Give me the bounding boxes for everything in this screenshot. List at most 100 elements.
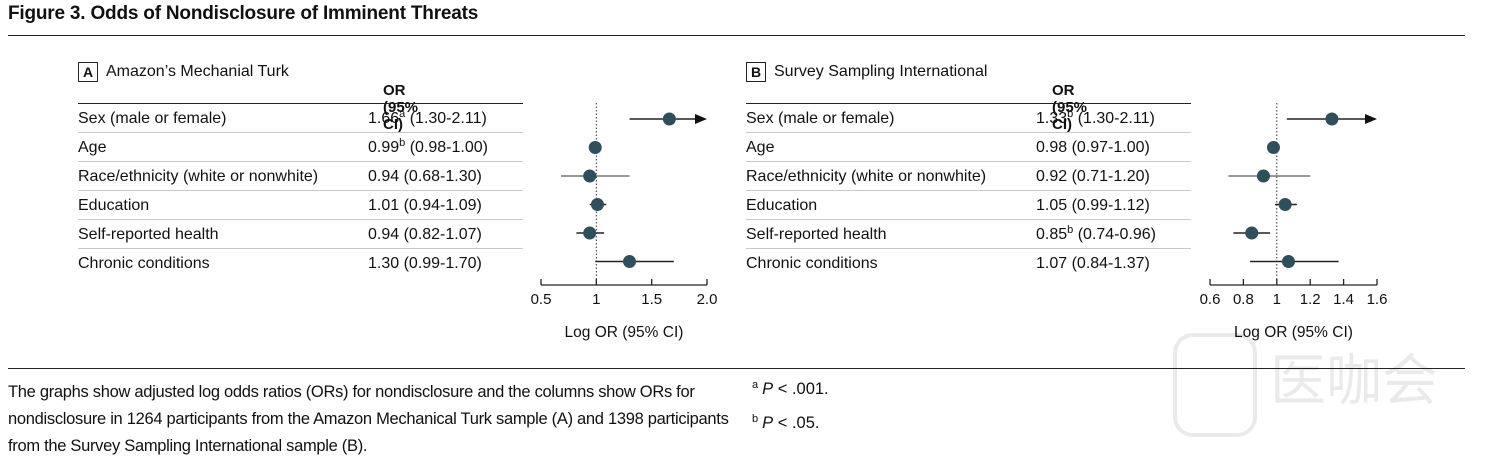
or-value: 0.85b (0.74-0.96) (1036, 220, 1156, 248)
or-point (1281, 255, 1295, 268)
or-estimate: 1.66 (368, 110, 400, 127)
or-value: 1.01 (0.94-1.09) (368, 191, 482, 219)
significance-mark: b (1067, 108, 1074, 120)
or-estimate: 0.94 (368, 226, 400, 243)
confidence-interval: (0.68-1.30) (399, 168, 482, 185)
confidence-interval: (0.74-0.96) (1073, 226, 1156, 243)
panel-title: Amazon’s Mechanial Turk (106, 63, 289, 80)
p-label: P (762, 380, 774, 398)
row-label: Race/ethnicity (white or nonwhite) (78, 168, 319, 185)
x-tick-label: 0.6 (1200, 291, 1221, 308)
confidence-interval: (0.98-1.00) (405, 139, 488, 156)
table-row: Self-reported health 0.94 (0.82-1.07) (78, 220, 523, 249)
row-label: Education (78, 197, 150, 214)
panel-b: B Survey Sampling International OR (95% … (746, 60, 1191, 272)
or-estimate: 0.85 (1036, 226, 1068, 243)
or-point (583, 169, 597, 183)
ci-arrow (1365, 114, 1377, 124)
x-axis-label: Log OR (95% CI) (565, 324, 684, 341)
row-label: Age (78, 139, 107, 156)
watermark-logo: 医咖会 (1173, 333, 1438, 437)
x-tick-label: 2.0 (697, 291, 718, 308)
ci-arrow (695, 114, 707, 124)
footnote-mark: b (752, 413, 759, 425)
table-row: Chronic conditions 1.07 (0.84-1.37) (746, 249, 1191, 277)
row-label: Sex (male or female) (746, 110, 895, 127)
p-label: P (762, 414, 774, 432)
significance-mark: a (399, 108, 406, 120)
footnote-text: < .001. (773, 380, 829, 398)
x-tick-label: 0.8 (1233, 291, 1254, 308)
or-value: 1.07 (0.84-1.37) (1036, 249, 1150, 277)
panel-title: Survey Sampling International (774, 63, 988, 80)
row-label: Sex (male or female) (78, 110, 227, 127)
svg-text:医咖会: 医咖会 (1270, 349, 1438, 414)
significance-mark: b (1067, 224, 1074, 236)
or-point (1245, 226, 1259, 240)
table-row: Self-reported health 0.85b (0.74-0.96) (746, 220, 1191, 249)
table-row: Education 1.01 (0.94-1.09) (78, 191, 523, 220)
or-estimate: 0.98 (1036, 139, 1068, 156)
confidence-interval: (0.99-1.12) (1067, 197, 1150, 214)
or-table: Sex (male or female) 1.66a (1.30-2.11) Age… (78, 103, 523, 277)
x-tick-label: 0.5 (531, 291, 552, 308)
figure-title: Figure 3. Odds of Nondisclosure of Immin… (8, 3, 479, 24)
or-point (1278, 198, 1292, 211)
row-label: Chronic conditions (78, 255, 210, 272)
table-row: Age 0.98 (0.97-1.00) (746, 133, 1191, 162)
or-value: 0.94 (0.68-1.30) (368, 162, 482, 190)
or-value: 0.92 (0.71-1.20) (1036, 162, 1150, 190)
or-estimate: 1.01 (368, 197, 400, 214)
or-estimate: 0.99 (368, 139, 400, 156)
figure-caption: The graphs show adjusted log odds ratios… (8, 383, 729, 455)
confidence-interval: (1.30-2.11) (1073, 110, 1155, 127)
panel-letter: A (78, 62, 98, 82)
forest-plot-a: 0.5 1 1.5 2.0 Log OR (95% CI) (520, 95, 740, 360)
or-value: 1.05 (0.99-1.12) (1036, 191, 1150, 219)
panel-a: A Amazon’s Mechanial Turk OR (95% CI) Se… (78, 60, 523, 272)
x-tick-label: 1.4 (1333, 291, 1354, 308)
confidence-interval: (0.99-1.70) (399, 255, 482, 272)
confidence-interval: (0.84-1.37) (1067, 255, 1150, 272)
confidence-interval: (0.94-1.09) (399, 197, 482, 214)
row-label: Education (746, 197, 818, 214)
x-tick-label: 1 (1273, 291, 1281, 308)
significance-mark: b (399, 137, 406, 149)
row-label: Chronic conditions (746, 255, 878, 272)
or-value: 1.33b (1.30-2.11) (1036, 104, 1155, 132)
or-value: 0.98 (0.97-1.00) (1036, 133, 1150, 161)
top-rule (8, 35, 1465, 36)
or-estimate: 0.92 (1036, 168, 1068, 185)
or-point (662, 112, 676, 126)
panel-letter: B (746, 62, 766, 82)
table-row: Age 0.99b (0.98-1.00) (78, 133, 523, 162)
or-point (588, 141, 602, 154)
or-estimate: 1.05 (1036, 197, 1068, 214)
row-label: Self-reported health (746, 226, 887, 243)
confidence-interval: (1.30-2.11) (405, 110, 487, 127)
or-value: 1.66a (1.30-2.11) (368, 104, 487, 132)
or-point (1325, 112, 1339, 126)
table-row: Race/ethnicity (white or nonwhite) 0.94 (… (78, 162, 523, 191)
x-tick-label: 1.2 (1300, 291, 1321, 308)
table-row: Chronic conditions 1.30 (0.99-1.70) (78, 249, 523, 277)
row-label: Race/ethnicity (white or nonwhite) (746, 168, 987, 185)
row-label: Self-reported health (78, 226, 219, 243)
confidence-interval: (0.97-1.00) (1067, 139, 1150, 156)
table-row: Education 1.05 (0.99-1.12) (746, 191, 1191, 220)
panel-b-header: B Survey Sampling International (746, 60, 987, 84)
or-point (623, 255, 637, 268)
or-value: 0.99b (0.98-1.00) (368, 133, 488, 161)
or-estimate: 1.30 (368, 255, 400, 272)
x-tick-label: 1 (592, 291, 600, 308)
confidence-interval: (0.71-1.20) (1067, 168, 1150, 185)
or-value: 0.94 (0.82-1.07) (368, 220, 482, 248)
or-point (1266, 141, 1280, 154)
or-estimate: 0.94 (368, 168, 400, 185)
or-value: 1.30 (0.99-1.70) (368, 249, 482, 277)
confidence-interval: (0.82-1.07) (399, 226, 482, 243)
panel-a-header: A Amazon’s Mechanial Turk (78, 60, 289, 84)
bottom-rule (8, 368, 1465, 369)
or-point (583, 226, 597, 240)
